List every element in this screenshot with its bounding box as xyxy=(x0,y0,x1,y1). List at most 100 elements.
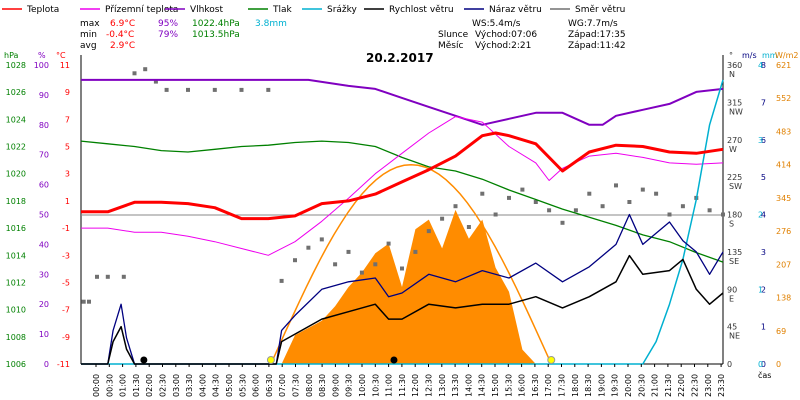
x-tick-label: 11:30 xyxy=(398,374,407,397)
x-tick-label: 01:00 xyxy=(119,374,128,397)
wind-direction-point xyxy=(266,87,271,92)
x-tick-label: 03:00 xyxy=(172,374,181,397)
axis-ms-tick: 5 xyxy=(761,173,766,182)
x-tick-label: 11:00 xyxy=(385,374,394,397)
axis-temp-tick: -7 xyxy=(62,306,70,315)
moonrise-marker xyxy=(140,356,148,364)
sun-rise: Východ:07:06 xyxy=(475,30,537,40)
axis-hpa-tick: 1022 xyxy=(6,143,26,152)
x-tick-label: 13:30 xyxy=(451,374,460,397)
wind-direction-point xyxy=(132,71,137,76)
axis-dir-name: NW xyxy=(729,107,743,116)
axis-dir-tick: 270 xyxy=(727,136,742,145)
axis-dir-tick: 90 xyxy=(727,285,737,294)
axis-dir-name: N xyxy=(729,70,735,79)
wind-speed-stat: WS:5.4m/s xyxy=(472,19,521,29)
axis-temp-tick: 3 xyxy=(65,170,70,179)
chart-date: 20.2.2017 xyxy=(366,51,434,65)
legend-item-teplota: Teplota xyxy=(26,5,59,15)
legend-item-prizemni-teplota: Přízemní teplota xyxy=(105,5,178,15)
axis-pct-tick: 60 xyxy=(39,181,49,190)
x-tick-label: 14:30 xyxy=(478,374,487,397)
stat-max-press: 1022.4hPa xyxy=(192,19,240,29)
axis-wm2-tick: 207 xyxy=(776,260,791,269)
axis-wm2-tick: 621 xyxy=(776,61,791,70)
axis-dir-tick: 225 xyxy=(727,173,742,182)
wind-gust-stat: WG:7.7m/s xyxy=(568,19,618,29)
x-tick-label: 16:30 xyxy=(531,374,540,397)
wind-direction-point xyxy=(627,200,632,204)
axis-temp-tick: 9 xyxy=(65,88,70,97)
axis-hpa-tick: 1024 xyxy=(6,115,26,124)
wind-direction-point xyxy=(721,212,725,217)
x-tick-label: 09:30 xyxy=(345,374,354,397)
x-tick-label: 07:30 xyxy=(292,374,301,397)
axis-dir-name: SW xyxy=(729,182,742,191)
x-tick-label: 18:00 xyxy=(571,374,580,397)
wind-direction-point xyxy=(533,200,538,204)
moon-set: Západ:11:42 xyxy=(568,41,626,51)
axis-unit-temp: °C xyxy=(56,51,66,60)
stat-avg-temp: 2.9°C xyxy=(110,41,135,51)
x-tick-label: 06:30 xyxy=(265,374,274,397)
wind-direction-point xyxy=(212,87,217,92)
axis-dir-tick: 0 xyxy=(727,360,732,369)
axis-pct-tick: 10 xyxy=(39,330,49,339)
series-line-rychlost-vetru xyxy=(81,254,724,365)
wind-direction-point xyxy=(707,208,712,213)
axis-ms-tick: 2 xyxy=(761,285,766,294)
axis-ms-tick: 4 xyxy=(761,211,766,220)
series-line-teplota xyxy=(81,131,724,221)
wind-direction-point xyxy=(386,241,391,246)
stat-max-temp: 6.9°C xyxy=(110,19,135,29)
axis-hpa-tick: 1012 xyxy=(6,279,26,288)
axis-dir-name: SE xyxy=(729,257,739,266)
wind-direction-point xyxy=(293,258,297,263)
wind-direction-point xyxy=(560,220,565,225)
axis-temp-tick: -1 xyxy=(62,224,70,233)
wind-direction-point xyxy=(400,266,404,271)
axis-temp-tick: 5 xyxy=(65,143,70,152)
series-line-srazky xyxy=(81,79,724,365)
axis-dir-tick: 180 xyxy=(727,211,742,220)
legend-item-naraz-vetru: Náraz větru xyxy=(489,5,542,15)
axis-mm-tick: 4 xyxy=(758,61,763,70)
axis-dir-tick: 315 xyxy=(727,98,742,107)
solar-theory-curve xyxy=(270,163,552,365)
x-tick-label: 12:30 xyxy=(425,374,434,397)
axis-ms-tick: 1 xyxy=(761,323,766,332)
axis-dir-tick: 360 xyxy=(727,61,742,70)
sunrise-marker xyxy=(266,356,275,364)
x-tick-label: 03:30 xyxy=(185,374,194,397)
wind-direction-point xyxy=(319,237,324,242)
solar-theory-line xyxy=(270,163,552,365)
axis-dir-name: S xyxy=(729,220,734,229)
wind-direction-point xyxy=(466,225,471,229)
x-tick-label: 04:00 xyxy=(198,374,207,397)
x-tick-label: 19:00 xyxy=(597,374,606,397)
x-tick-label: 02:00 xyxy=(145,374,154,397)
axis-wm2-tick: 69 xyxy=(776,327,786,336)
x-tick-label: 04:30 xyxy=(212,374,221,397)
axis-pct-tick: 30 xyxy=(39,270,49,279)
x-axis-ticks: 00:00 00:30 01:00 01:30 02:00 02:30 03:00 03:30… xyxy=(92,364,726,397)
x-tick-label: 23:00 xyxy=(704,374,713,397)
x-tick-label: 08:30 xyxy=(318,374,327,397)
axis-temp-tick: -5 xyxy=(62,279,70,288)
x-tick-label: 05:30 xyxy=(238,374,247,397)
wind-direction-point xyxy=(640,187,645,192)
axis-ms-tick: 7 xyxy=(761,98,766,107)
stat-min-label: min xyxy=(80,30,97,40)
axis-wm2-tick: 552 xyxy=(776,94,791,103)
axis-wm2-tick: 0 xyxy=(776,360,781,369)
wind-direction-point xyxy=(87,299,91,304)
wind-direction-point xyxy=(153,79,158,84)
stats-block: max 6.9°C 95% 1022.4hPa 3.8mm min -0.4°C… xyxy=(80,19,626,51)
series-line-prizemni-teplota xyxy=(81,116,724,256)
x-tick-label: 17:00 xyxy=(544,374,553,397)
wind-direction-point xyxy=(493,212,498,217)
wind-direction-point xyxy=(654,191,659,196)
x-tick-label: 22:30 xyxy=(691,374,700,397)
x-tick-label: 07:00 xyxy=(278,374,287,397)
axis-unit-ms: m/s xyxy=(742,51,757,60)
